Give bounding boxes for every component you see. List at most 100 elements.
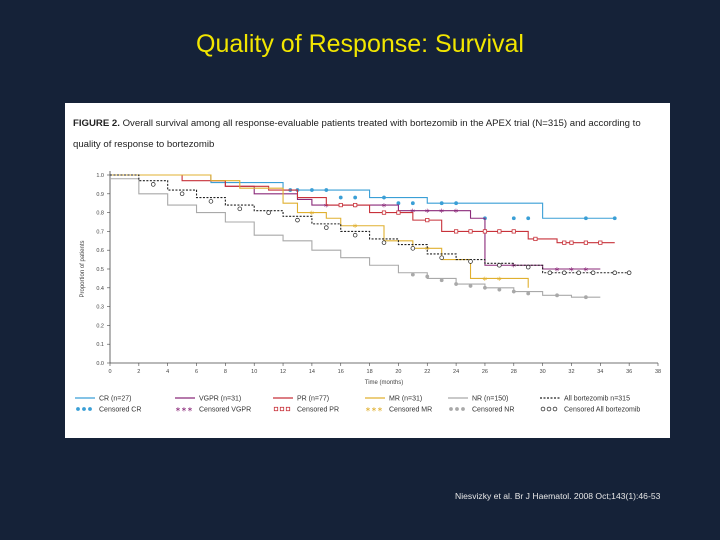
censor-mark-5	[590, 270, 596, 276]
legend-censor-mark-4	[461, 407, 465, 411]
x-tick-label: 20	[395, 369, 401, 375]
censor-mark-5	[381, 240, 387, 245]
censor-mark-2	[497, 229, 502, 234]
censor-mark-0	[439, 201, 444, 206]
censor-mark-5	[295, 217, 300, 223]
legend-label-4: NR (n=150)	[472, 396, 508, 403]
y-tick-label: 0.0	[96, 361, 104, 367]
censor-mark-0	[324, 188, 329, 192]
figure-panel: FIGURE 2. Overall survival among all res…	[65, 103, 670, 438]
censor-mark-2	[562, 240, 567, 245]
censor-mark-5	[468, 259, 473, 264]
censor-mark-3: ∗	[424, 245, 430, 253]
censor-mark-2	[381, 210, 387, 215]
y-tick-label: 0.6	[96, 248, 104, 254]
censor-mark-0	[612, 216, 617, 221]
y-tick-label: 0.4	[96, 286, 104, 292]
series-line-0	[110, 174, 615, 219]
legend-label-1: VGPR (n=31)	[199, 396, 241, 403]
x-tick-label: 18	[367, 369, 373, 375]
legend-censor-mark-4	[449, 407, 453, 411]
survival-chart: 0.00.10.20.30.40.50.60.70.80.91.00 2 4 6 8 10…	[75, 171, 661, 414]
figure-caption-label: FIGURE 2.	[73, 118, 120, 129]
x-tick-label: 6	[195, 369, 198, 375]
legend-censor-label-3: Censored MR	[389, 407, 432, 414]
y-tick-label: 0.2	[96, 323, 104, 329]
censor-mark-2	[482, 229, 488, 234]
x-tick-label: 10	[251, 369, 257, 375]
censor-mark-5	[547, 270, 553, 276]
censor-mark-2	[569, 240, 574, 245]
y-tick-label: 0.7	[96, 229, 104, 235]
censor-mark-0	[410, 201, 415, 206]
x-tick-label: 2	[137, 369, 140, 375]
censor-mark-3: ∗	[309, 209, 315, 217]
slide-title: Quality of Response: Survival	[196, 30, 524, 58]
censor-mark-1: ∗	[569, 265, 575, 273]
censor-mark-4	[454, 282, 459, 286]
censor-mark-5	[179, 191, 185, 197]
legend-censor-mark-2	[279, 406, 285, 412]
legend-censor-mark-1: ∗	[181, 405, 187, 413]
legend-censor-mark-4	[455, 407, 459, 411]
legend-censor-mark-5	[540, 406, 546, 412]
censor-mark-4	[439, 278, 444, 283]
censor-mark-2	[598, 240, 603, 245]
legend-label-3: MR (n=31)	[389, 396, 422, 403]
series-line-2	[110, 174, 615, 244]
censor-mark-5	[324, 225, 329, 230]
x-tick-label: 26	[482, 369, 488, 375]
censor-mark-4	[425, 274, 430, 279]
legend-censor-mark-1: ∗	[175, 405, 181, 413]
y-tick-label: 0.8	[96, 211, 104, 217]
citation: Niesvizky et al. Br J Haematol. 2008 Oct…	[455, 491, 661, 501]
censor-mark-5	[525, 264, 531, 270]
legend-censor-label-1: Censored VGPR	[199, 407, 251, 414]
censor-mark-0	[353, 195, 358, 200]
y-axis-label: Proportion of patients	[80, 240, 86, 297]
x-tick-label: 36	[626, 369, 632, 375]
censor-mark-0	[511, 216, 516, 221]
legend-censor-mark-2	[273, 406, 279, 412]
legend-label-2: PR (n=77)	[297, 396, 329, 403]
legend-censor-mark-1: ∗	[187, 405, 193, 413]
series-line-5	[110, 174, 630, 274]
censor-mark-5	[352, 232, 358, 238]
censor-mark-5	[266, 210, 271, 215]
x-tick-label: 32	[568, 369, 574, 375]
series-line-3	[110, 174, 529, 288]
censor-mark-4	[483, 285, 487, 290]
legend-censor-mark-3: ∗	[371, 405, 377, 413]
x-tick-label: 14	[309, 369, 315, 375]
y-tick-label: 0.1	[96, 342, 104, 348]
y-tick-label: 1.0	[96, 173, 104, 179]
censor-mark-2	[583, 240, 588, 245]
legend-label-0: CR (n=27)	[99, 396, 131, 403]
censor-mark-4	[410, 272, 415, 277]
x-axis-label: Time (months)	[365, 380, 403, 386]
x-tick-label: 34	[597, 369, 603, 375]
x-tick-label: 4	[166, 369, 169, 375]
legend-censor-label-5: Censored All bortezomib	[564, 407, 640, 414]
censor-mark-5	[439, 255, 444, 260]
x-tick-label: 16	[338, 369, 344, 375]
censor-mark-2	[353, 202, 358, 208]
censor-mark-1: ∗	[424, 207, 430, 215]
censor-mark-5	[237, 206, 243, 212]
censor-mark-4	[468, 284, 473, 288]
censor-mark-0	[526, 216, 531, 221]
legend-label-5: All bortezomib n=315	[564, 396, 630, 403]
censor-mark-0	[583, 216, 588, 221]
legend-censor-mark-2	[285, 406, 291, 412]
legend-censor-mark-5	[552, 406, 558, 412]
censor-mark-1: ∗	[410, 207, 416, 215]
figure-caption: FIGURE 2. Overall survival among all res…	[73, 113, 668, 155]
legend-censor-label-0: Censored CR	[99, 407, 141, 414]
censor-mark-0	[454, 201, 459, 206]
censor-mark-1: ∗	[381, 201, 387, 209]
censor-mark-4	[583, 295, 588, 300]
censor-mark-4	[497, 287, 502, 292]
censor-mark-5	[410, 246, 416, 251]
censor-mark-5	[151, 182, 156, 187]
x-tick-label: 0	[108, 369, 111, 375]
